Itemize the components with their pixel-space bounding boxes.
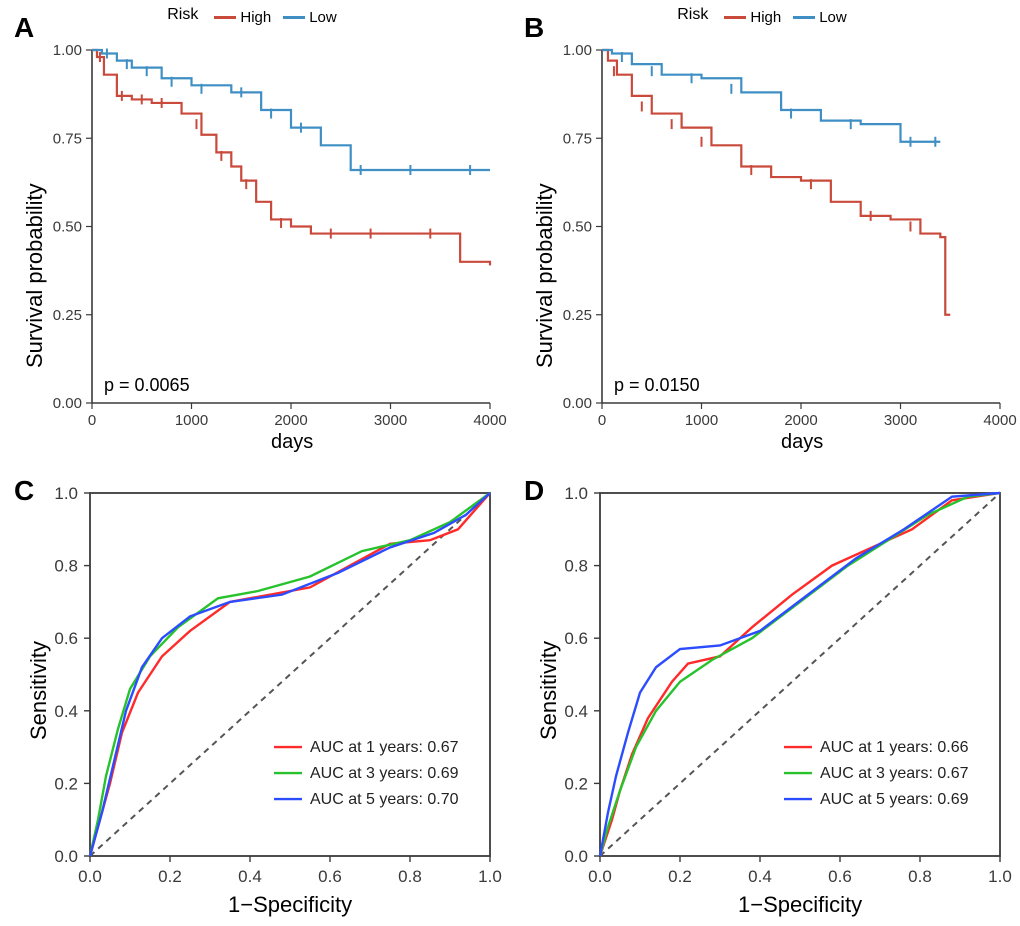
y-axis-label: Survival probability (22, 183, 48, 368)
risk-legend-label: Low (309, 9, 337, 26)
risk-legend-label: High (750, 9, 781, 26)
y-tick-label: 0.75 (563, 130, 592, 147)
x-tick-label: 0.0 (78, 867, 102, 886)
x-tick-label: 0.6 (828, 867, 852, 886)
risk-legend-item: Low (793, 9, 847, 26)
x-axis-label: 1−Specificity (228, 892, 352, 918)
x-tick-label: 3000 (884, 412, 917, 429)
y-tick-label: 0.6 (54, 629, 78, 648)
risk-legend-item: High (214, 9, 271, 26)
x-tick-label: 0.0 (588, 867, 612, 886)
x-tick-label: 0.6 (318, 867, 342, 886)
legend-text: AUC at 5 years: 0.70 (310, 791, 459, 808)
y-tick-label: 0.4 (564, 702, 588, 721)
y-tick-label: 0.00 (53, 395, 82, 412)
km-plot: 0 1000 2000 3000 4000 0.00 0.25 0.50 0.75 1.00 (510, 0, 1020, 463)
p-value: p = 0.0065 (104, 375, 190, 396)
x-tick-label: 1.0 (988, 867, 1012, 886)
km-plot: 0 1000 2000 3000 4000 0.00 0.25 0.50 0.75 1.00 (0, 0, 510, 463)
y-tick-label: 0.8 (564, 557, 588, 576)
y-tick-label: 1.00 (563, 42, 592, 59)
panel-label: D (524, 475, 544, 507)
x-tick-label: 0 (88, 412, 96, 429)
x-tick-label: 0 (598, 412, 606, 429)
x-axis-label: days (781, 431, 823, 454)
y-tick-label: 0.6 (564, 629, 588, 648)
y-tick-label: 1.0 (54, 484, 78, 503)
risk-legend-label: Low (819, 9, 847, 26)
y-tick-label: 0.00 (563, 395, 592, 412)
y-tick-label: 0.50 (563, 219, 592, 236)
x-tick-label: 0.8 (398, 867, 422, 886)
panel-d: 0.0 0.2 0.4 0.6 0.8 1.0 0.0 0.2 0.4 0.6 0.8 1.0 AUC… (510, 463, 1020, 926)
y-tick-label: 0.2 (564, 774, 588, 793)
legend-text: AUC at 1 years: 0.67 (310, 739, 459, 756)
y-tick-label: 0.8 (54, 557, 78, 576)
x-tick-label: 0.8 (908, 867, 932, 886)
y-axis-label: Sensitivity (26, 641, 52, 740)
y-tick-label: 0.75 (53, 130, 82, 147)
x-tick-label: 1000 (685, 412, 718, 429)
x-tick-label: 0.4 (238, 867, 262, 886)
x-tick-label: 4000 (473, 412, 506, 429)
x-tick-label: 4000 (983, 412, 1016, 429)
y-tick-label: 0.25 (53, 307, 82, 324)
legend-text: AUC at 1 years: 0.66 (820, 739, 969, 756)
legend-text: AUC at 5 years: 0.69 (820, 791, 969, 808)
y-tick-label: 0.50 (53, 219, 82, 236)
x-tick-label: 3000 (374, 412, 407, 429)
x-tick-label: 0.4 (748, 867, 772, 886)
y-tick-label: 0.2 (54, 774, 78, 793)
y-axis-label: Survival probability (532, 183, 558, 368)
panel-c: 0.0 0.2 0.4 0.6 0.8 1.0 0.0 0.2 0.4 0.6 0.8 1.0 AUC… (0, 463, 510, 926)
y-tick-label: 0.0 (54, 847, 78, 866)
panel-label: C (14, 475, 34, 507)
x-tick-label: 1.0 (478, 867, 502, 886)
x-tick-label: 1000 (175, 412, 208, 429)
risk-legend-label: High (240, 9, 271, 26)
y-tick-label: 0.0 (564, 847, 588, 866)
x-axis-label: days (271, 431, 313, 454)
y-axis-label: Sensitivity (536, 641, 562, 740)
roc-plot: 0.0 0.2 0.4 0.6 0.8 1.0 0.0 0.2 0.4 0.6 0.8 1.0 AUC… (510, 463, 1020, 926)
legend-text: AUC at 3 years: 0.69 (310, 765, 459, 782)
risk-legend: Risk High Low (510, 6, 1020, 26)
panel-a: 010002000300040000.000.250.500.751.00 AR… (0, 0, 510, 463)
x-tick-label: 2000 (784, 412, 817, 429)
legend-text: AUC at 3 years: 0.67 (820, 765, 969, 782)
risk-legend-title: Risk (677, 6, 708, 23)
y-tick-label: 1.0 (564, 484, 588, 503)
x-tick-label: 0.2 (668, 867, 692, 886)
risk-legend-item: High (724, 9, 781, 26)
roc-plot: 0.0 0.2 0.4 0.6 0.8 1.0 0.0 0.2 0.4 0.6 0.8 1.0 AUC… (0, 463, 510, 926)
y-tick-label: 1.00 (53, 42, 82, 59)
risk-legend-title: Risk (167, 6, 198, 23)
x-tick-label: 0.2 (158, 867, 182, 886)
y-tick-label: 0.4 (54, 702, 78, 721)
figure-grid: 010002000300040000.000.250.500.751.00 AR… (0, 0, 1020, 926)
p-value: p = 0.0150 (614, 375, 700, 396)
y-tick-label: 0.25 (563, 307, 592, 324)
risk-legend-item: Low (283, 9, 337, 26)
x-axis-label: 1−Specificity (738, 892, 862, 918)
panel-b: 010002000300040000.000.250.500.751.00 BR… (510, 0, 1020, 463)
x-tick-label: 2000 (274, 412, 307, 429)
risk-legend: Risk High Low (0, 6, 510, 26)
